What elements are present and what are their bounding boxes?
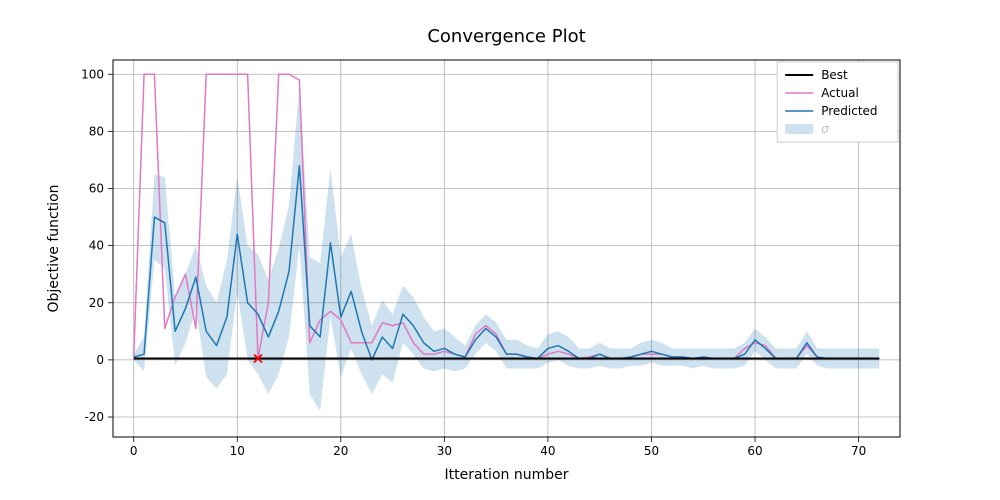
y-tick-label: -20 — [84, 410, 104, 424]
x-axis-label: Itteration number — [445, 467, 569, 483]
x-tick-label: 70 — [851, 444, 866, 458]
y-tick-label: 60 — [89, 182, 104, 196]
y-axis-label: Objective function — [46, 184, 62, 312]
x-tick-label: 50 — [644, 444, 659, 458]
chart-title: Convergence Plot — [427, 26, 585, 47]
legend-label: Actual — [821, 86, 859, 100]
x-tick-label: 0 — [130, 444, 138, 458]
legend-label: Predicted — [821, 104, 877, 118]
chart-svg: 0 10 20 30 40 50 60 70 -20 0 20 40 60 80 100 Convergenc… — [0, 0, 1000, 500]
legend-swatch — [785, 124, 813, 134]
x-tick-label: 40 — [540, 444, 555, 458]
x-ticks: 0 10 20 30 40 50 60 70 — [130, 437, 866, 458]
y-tick-label: 80 — [89, 124, 104, 138]
y-tick-label: 40 — [89, 239, 104, 253]
convergence-plot: 0 10 20 30 40 50 60 70 -20 0 20 40 60 80 100 Convergenc… — [0, 0, 1000, 500]
y-tick-label: 0 — [96, 353, 104, 367]
y-tick-label: 100 — [81, 67, 104, 81]
x-tick-label: 20 — [333, 444, 348, 458]
y-ticks: -20 0 20 40 60 80 100 — [81, 67, 113, 424]
y-tick-label: 20 — [89, 296, 104, 310]
x-tick-label: 30 — [437, 444, 452, 458]
legend-label: σ — [821, 122, 829, 136]
legend-label: Best — [821, 68, 848, 82]
legend: Best Actual Predicted σ — [777, 62, 898, 142]
x-tick-label: 60 — [747, 444, 762, 458]
x-tick-label: 10 — [230, 444, 245, 458]
